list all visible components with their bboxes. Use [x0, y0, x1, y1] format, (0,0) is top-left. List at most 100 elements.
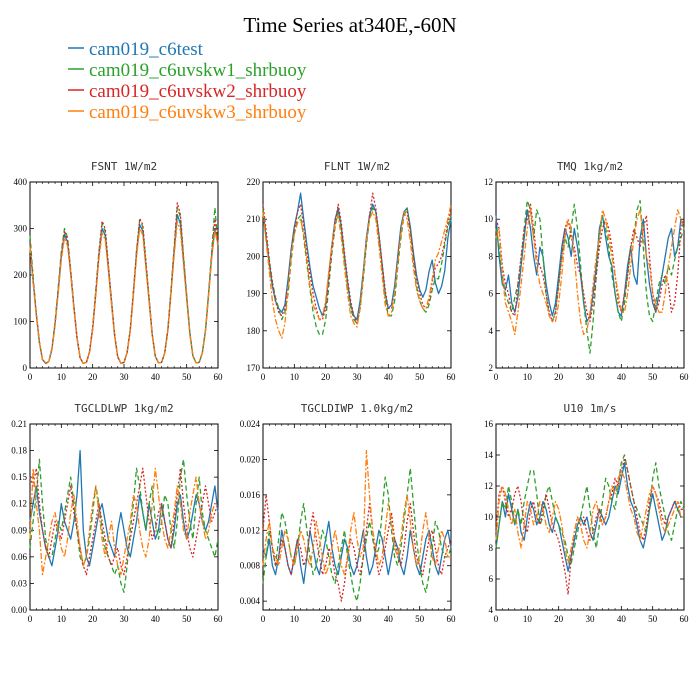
- series-line-4: [29, 220, 219, 365]
- panel-title: FSNT 1W/m2: [91, 160, 157, 173]
- y-tick-label: 0.00: [11, 605, 27, 615]
- y-tick-label: 0.008: [240, 561, 261, 571]
- y-tick-label: 220: [247, 177, 261, 187]
- y-tick-label: 8: [489, 543, 494, 553]
- panel-title: FLNT 1W/m2: [324, 160, 390, 173]
- y-tick-label: 10: [484, 512, 494, 522]
- y-tick-label: 300: [14, 224, 28, 234]
- y-tick-label: 0.09: [11, 525, 27, 535]
- series-line-3: [495, 457, 684, 596]
- legend-item: cam019_c6uvskw3_shrbuoy: [68, 102, 307, 123]
- x-tick-label: 60: [447, 614, 457, 624]
- series-line-2: [29, 206, 219, 365]
- x-tick-label: 10: [523, 614, 533, 624]
- x-tick-label: 60: [214, 372, 224, 382]
- series-line-3: [495, 203, 685, 323]
- x-tick-label: 20: [88, 372, 98, 382]
- chart-panel: FLNT 1W/m2 0 10 20 30 40 50 60 170 180 190 200 210 22…: [247, 160, 457, 382]
- legend-label: cam019_c6uvskw1_shrbuoy: [89, 60, 307, 81]
- x-tick-label: 10: [57, 614, 67, 624]
- y-tick-label: 0.012: [240, 525, 260, 535]
- y-tick-label: 0.21: [11, 419, 27, 429]
- x-tick-label: 0: [28, 614, 33, 624]
- chart-panel: TMQ 1kg/m2 0 10 20 30 40 50 60 2 4 6 8 10 12: [484, 160, 689, 382]
- x-tick-label: 30: [586, 614, 596, 624]
- y-tick-label: 400: [14, 177, 28, 187]
- x-tick-label: 0: [494, 372, 499, 382]
- x-tick-label: 40: [617, 614, 627, 624]
- x-tick-label: 30: [353, 614, 363, 624]
- x-tick-label: 50: [415, 372, 425, 382]
- chart-panel: U10 1m/s 0 10 20 30 40 50 60 4 6 8 10 12 14 16: [484, 402, 689, 624]
- x-tick-label: 30: [120, 372, 130, 382]
- x-tick-label: 10: [290, 372, 300, 382]
- x-tick-label: 50: [648, 614, 658, 624]
- y-tick-label: 0.020: [240, 454, 261, 464]
- y-tick-label: 0.06: [11, 552, 27, 562]
- x-tick-label: 20: [554, 614, 564, 624]
- x-tick-label: 60: [680, 614, 690, 624]
- legend-item: cam019_c6uvskw2_shrbuoy: [68, 81, 307, 102]
- y-tick-label: 170: [247, 363, 261, 373]
- series-line-4: [29, 467, 218, 576]
- y-tick-label: 2: [489, 363, 494, 373]
- plot-frame: [29, 181, 219, 369]
- x-tick-label: 40: [384, 372, 394, 382]
- x-tick-label: 40: [151, 614, 161, 624]
- x-tick-label: 0: [28, 372, 33, 382]
- x-tick-label: 20: [321, 372, 331, 382]
- x-tick-label: 10: [523, 372, 533, 382]
- series-line-4: [495, 209, 685, 336]
- legend-label: cam019_c6uvskw3_shrbuoy: [89, 102, 307, 123]
- x-tick-label: 50: [182, 614, 192, 624]
- y-tick-label: 0.004: [240, 596, 261, 606]
- x-tick-label: 0: [261, 614, 266, 624]
- panel-title: TGCLDLWP 1kg/m2: [74, 402, 173, 415]
- plot-frame: [262, 181, 452, 369]
- y-tick-label: 180: [247, 326, 261, 336]
- x-tick-label: 10: [290, 614, 300, 624]
- y-tick-label: 0.016: [240, 490, 261, 500]
- y-tick-label: 16: [484, 419, 494, 429]
- chart-panel: TGCLDIWP 1.0kg/m2 0 10 20 30 40 50 60 0.004 0.008…: [240, 402, 456, 624]
- x-tick-label: 30: [586, 372, 596, 382]
- y-tick-label: 6: [489, 574, 494, 584]
- legend-label: cam019_c6test: [89, 39, 204, 60]
- y-tick-label: 100: [14, 317, 28, 327]
- x-tick-label: 20: [321, 614, 331, 624]
- chart-panel: FSNT 1W/m2 0 10 20 30 40 50 60 0 100 200 300 400: [14, 160, 224, 382]
- y-tick-label: 8: [489, 251, 494, 261]
- y-tick-label: 6: [489, 289, 494, 299]
- panels-container: FSNT 1W/m20 10 20 30 40 50 600100200300400FLNT…: [11, 160, 689, 624]
- series-line-4: [262, 449, 451, 576]
- chart-panel: TGCLDLWP 1kg/m2 0 10 20 30 40 50 60 0.00 0.03 0.06…: [11, 402, 223, 624]
- y-tick-label: 0: [23, 363, 28, 373]
- series-line-1: [495, 462, 684, 572]
- panel-title: U10 1m/s: [564, 402, 617, 415]
- y-tick-label: 12: [484, 481, 493, 491]
- series-line-3: [262, 494, 452, 602]
- y-tick-label: 0.15: [11, 472, 27, 482]
- series-line-2: [29, 458, 219, 593]
- y-tick-label: 12: [484, 177, 493, 187]
- series-line-4: [262, 204, 452, 339]
- x-tick-label: 0: [494, 614, 499, 624]
- series-line-4: [495, 469, 684, 565]
- legend-label: cam019_c6uvskw2_shrbuoy: [89, 81, 307, 102]
- y-tick-label: 200: [14, 270, 28, 280]
- legend: cam019_c6test cam019_c6uvskw1_shrbuoy ca…: [68, 39, 307, 123]
- series-line-3: [29, 467, 219, 576]
- y-tick-label: 14: [484, 450, 494, 460]
- x-tick-label: 10: [57, 372, 67, 382]
- y-tick-label: 210: [247, 214, 261, 224]
- y-tick-label: 0.024: [240, 419, 261, 429]
- y-tick-label: 4: [489, 605, 494, 615]
- y-tick-label: 0.12: [11, 499, 27, 509]
- x-tick-label: 40: [151, 372, 161, 382]
- y-tick-label: 190: [247, 289, 261, 299]
- x-tick-label: 60: [447, 372, 457, 382]
- series-line-2: [262, 207, 452, 336]
- x-tick-label: 20: [554, 372, 564, 382]
- legend-item: cam019_c6uvskw1_shrbuoy: [68, 60, 307, 81]
- y-tick-label: 0.18: [11, 446, 27, 456]
